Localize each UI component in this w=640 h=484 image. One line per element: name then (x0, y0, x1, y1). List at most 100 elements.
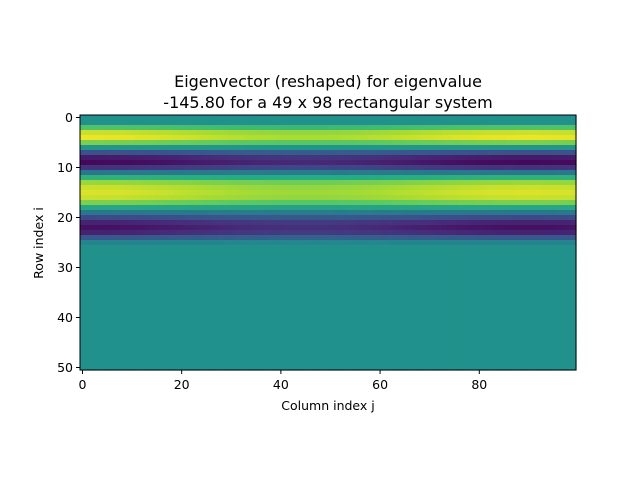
heatmap-cell (392, 325, 399, 331)
heatmap-cell (104, 145, 111, 151)
heatmap-cell (114, 195, 121, 201)
heatmap-cell (437, 185, 443, 191)
heatmap-cell (149, 320, 155, 326)
heatmap-cell (397, 230, 403, 236)
heatmap-cell (164, 350, 170, 356)
heatmap-cell (184, 280, 190, 286)
heatmap-cell (318, 340, 324, 346)
heatmap-cell (194, 130, 200, 136)
heatmap-cell (119, 225, 126, 231)
heatmap-cell (104, 180, 111, 186)
heatmap-cell (109, 150, 116, 156)
heatmap-cell (248, 125, 255, 131)
heatmap-cell (486, 275, 493, 281)
heatmap-cell (466, 200, 473, 206)
heatmap-cell (337, 285, 344, 291)
heatmap-cell (124, 205, 131, 211)
heatmap-cell (511, 185, 518, 191)
heatmap-cell (481, 310, 488, 316)
heatmap-cell (397, 235, 403, 241)
heatmap-cell (149, 160, 155, 166)
heatmap-cell (422, 195, 428, 201)
heatmap-cell (402, 140, 408, 146)
heatmap-cell (179, 190, 185, 196)
heatmap-cell (288, 320, 294, 326)
heatmap-cell (382, 125, 389, 131)
heatmap-cell (382, 285, 389, 291)
heatmap-cell (357, 250, 364, 256)
heatmap-cell (452, 190, 458, 196)
heatmap-cell (169, 200, 175, 206)
chart-title-line-1: Eigenvector (reshaped) for eigenvalue (174, 72, 482, 91)
heatmap-cell (566, 255, 572, 261)
heatmap-cell (367, 360, 374, 366)
heatmap-cell (412, 345, 418, 351)
heatmap-cell (486, 145, 493, 151)
heatmap-cell (382, 205, 389, 211)
heatmap-cell (124, 125, 131, 131)
heatmap-cell (218, 180, 225, 186)
heatmap-cell (288, 210, 294, 216)
heatmap-cell (164, 155, 170, 161)
heatmap-cell (109, 280, 116, 286)
heatmap-cell (288, 190, 294, 196)
heatmap-cell (298, 340, 304, 346)
heatmap-cell (516, 305, 523, 311)
heatmap-cell (456, 200, 463, 206)
heatmap-cell (283, 245, 289, 251)
heatmap-cell (342, 270, 349, 276)
heatmap-cell (561, 220, 567, 226)
heatmap-cell (204, 205, 210, 211)
heatmap-cell (387, 195, 394, 201)
heatmap-cell (367, 115, 374, 121)
heatmap-cell (501, 160, 508, 166)
heatmap-cell (134, 135, 141, 141)
heatmap-cell (392, 125, 399, 131)
heatmap-cell (253, 230, 260, 236)
heatmap-cell (194, 140, 200, 146)
heatmap-cell (412, 135, 418, 141)
heatmap-cell (164, 220, 170, 226)
heatmap-cell (184, 180, 190, 186)
heatmap-cell (422, 350, 428, 356)
heatmap-cell (223, 260, 230, 266)
heatmap-cell (303, 140, 309, 146)
heatmap-cell (208, 180, 215, 186)
heatmap-cell (213, 170, 220, 176)
heatmap-cell (194, 125, 200, 131)
heatmap-cell (521, 220, 527, 226)
heatmap-cell (511, 290, 518, 296)
heatmap-cell (218, 260, 225, 266)
heatmap-cell (546, 140, 552, 146)
heatmap-cell (243, 195, 250, 201)
heatmap-cell (228, 280, 235, 286)
heatmap-cell (238, 355, 245, 361)
heatmap-cell (357, 195, 364, 201)
heatmap-cell (293, 215, 299, 221)
heatmap-cell (367, 345, 374, 351)
heatmap-cell (372, 350, 379, 356)
heatmap-cell (481, 170, 488, 176)
heatmap-cell (283, 125, 289, 131)
heatmap-cell (432, 155, 438, 161)
heatmap-cell (501, 125, 508, 131)
heatmap-cell (318, 320, 324, 326)
heatmap-cell (432, 240, 438, 246)
heatmap-cell (253, 140, 260, 146)
heatmap-cell (511, 205, 518, 211)
heatmap-cell (169, 215, 175, 221)
heatmap-cell (387, 255, 394, 261)
heatmap-cell (541, 355, 547, 361)
heatmap-cell (566, 280, 572, 286)
heatmap-cell (427, 190, 433, 196)
heatmap-cell (174, 345, 180, 351)
heatmap-cell (273, 275, 279, 281)
heatmap-cell (437, 295, 443, 301)
heatmap-cell (109, 215, 116, 221)
heatmap-cell (466, 190, 473, 196)
heatmap-cell (407, 355, 413, 361)
heatmap-cell (546, 285, 552, 291)
heatmap-cell (486, 340, 493, 346)
heatmap-cell (461, 185, 468, 191)
heatmap-cell (89, 315, 96, 321)
